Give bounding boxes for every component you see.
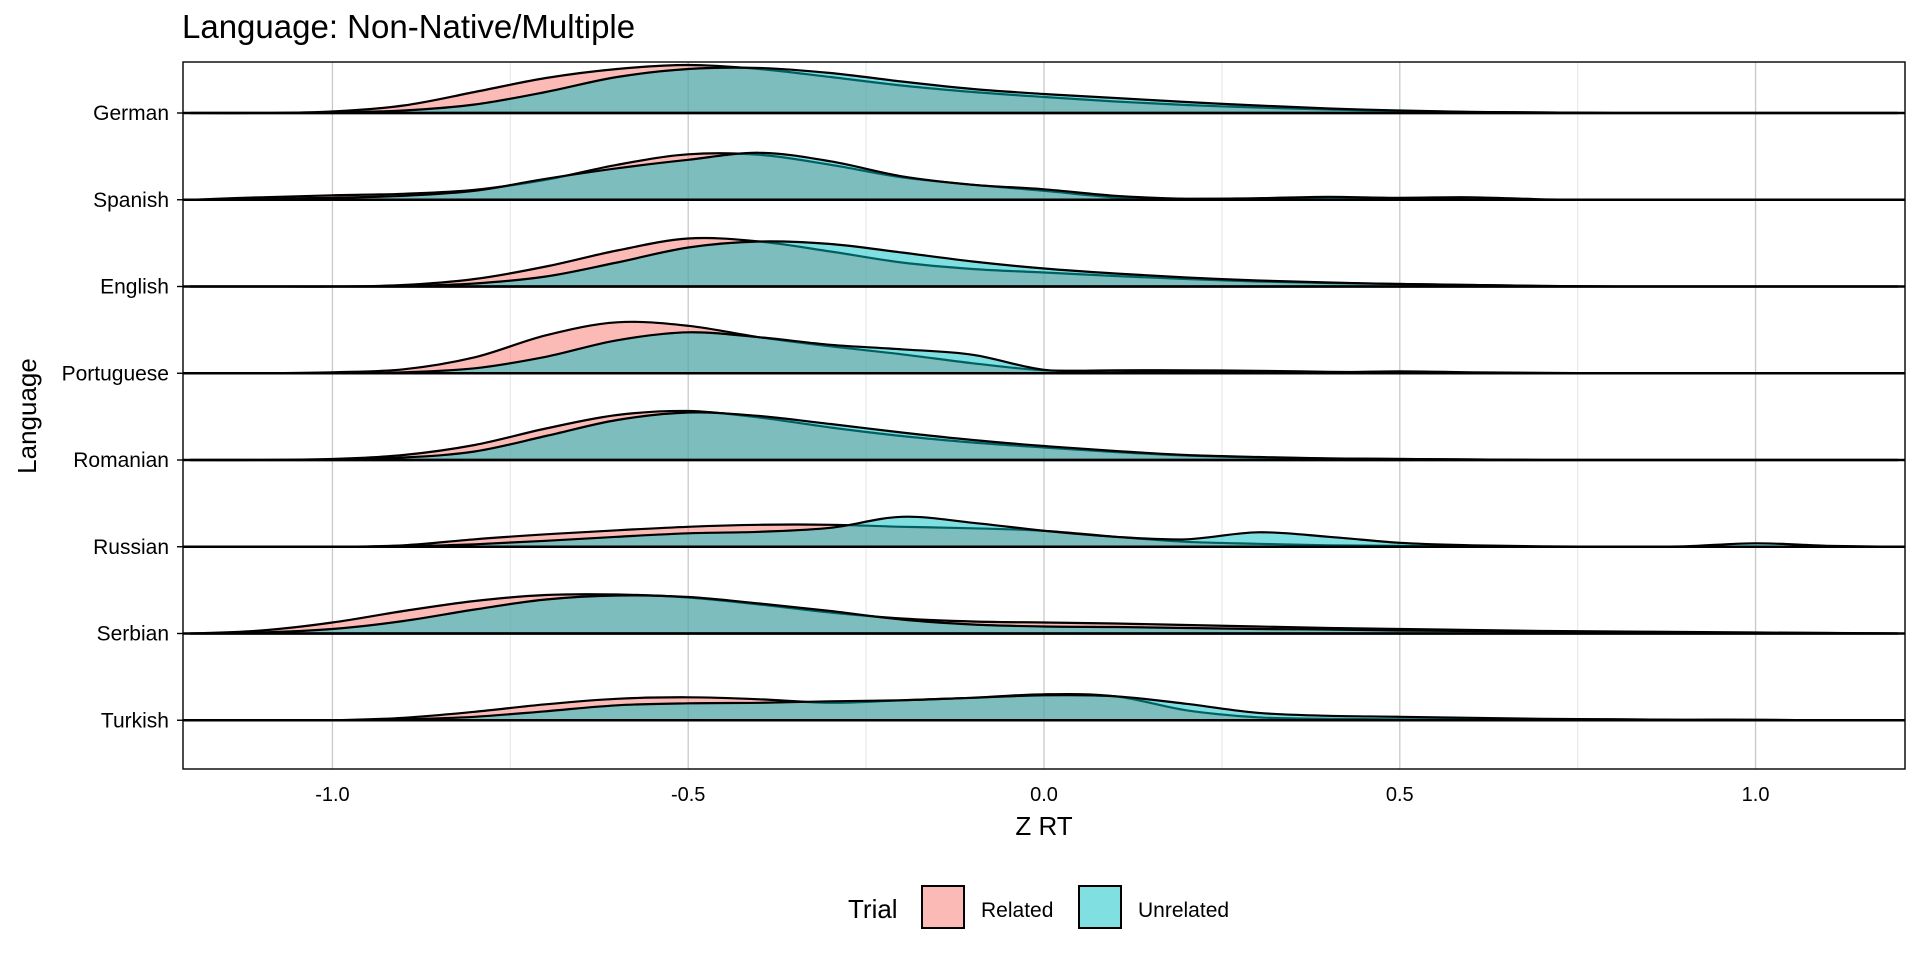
ridge-row-serbian (183, 593, 1905, 635)
category-label-serbian: Serbian (97, 623, 169, 646)
ridge-row-german (183, 63, 1905, 115)
ridge-row-portuguese (183, 320, 1905, 375)
legend-swatch-related (921, 885, 965, 929)
x-axis-title: Z RT (1015, 811, 1072, 841)
ridge-row-spanish (183, 151, 1905, 201)
legend-label-unrelated: Unrelated (1138, 899, 1229, 922)
x-tick-labels: -1.0 -0.5 0.0 0.5 1.0 (315, 784, 1769, 806)
category-label-turkish: Turkish (101, 709, 169, 732)
y-category-labels: German Spanish English Portuguese Romanian Ru… (62, 102, 183, 732)
grid-lines (331, 62, 1757, 769)
category-label-romanian: Romanian (73, 449, 169, 472)
ridge-row-english (183, 236, 1905, 288)
category-label-german: German (93, 102, 169, 125)
density-ridges (183, 63, 1905, 722)
density-serbian-unrelated (190, 594, 1898, 635)
x-tick-label: 0.5 (1386, 784, 1414, 806)
category-label-english: English (100, 276, 169, 299)
legend-label-related: Related (981, 899, 1053, 922)
category-label-portuguese: Portuguese (62, 362, 169, 385)
panel-border (182, 61, 1906, 770)
x-tick-label: -0.5 (671, 784, 705, 806)
chart-title: Language: Non-Native/Multiple (182, 8, 635, 45)
legend: Trial Related Unrelated (848, 885, 1229, 929)
legend-title: Trial (848, 894, 898, 924)
ridge-row-turkish (183, 692, 1905, 722)
ridge-row-russian (183, 515, 1905, 548)
x-tick-label: 0.0 (1030, 784, 1058, 806)
legend-swatch-unrelated (1078, 885, 1122, 929)
ridge-row-romanian (183, 409, 1905, 462)
category-label-spanish: Spanish (93, 189, 169, 212)
y-axis-title: Language (12, 358, 42, 474)
category-label-russian: Russian (93, 536, 169, 559)
x-tick-label: 1.0 (1742, 784, 1770, 806)
x-tick-label: -1.0 (315, 784, 349, 806)
